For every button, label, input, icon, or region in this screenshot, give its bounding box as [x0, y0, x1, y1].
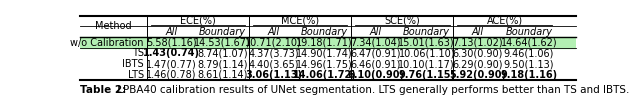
- Text: 8.61(1.14): 8.61(1.14): [197, 70, 248, 80]
- Text: 6.29(0.90): 6.29(0.90): [452, 59, 503, 69]
- Text: 14.06(1.72): 14.06(1.72): [292, 70, 356, 80]
- Text: ACE(%): ACE(%): [486, 16, 523, 26]
- Text: 5.58(1.16): 5.58(1.16): [146, 37, 196, 48]
- Text: All: All: [369, 27, 381, 37]
- Text: All: All: [165, 27, 177, 37]
- Text: 14.64(1.62): 14.64(1.62): [500, 37, 557, 48]
- Text: 10.71(2.10): 10.71(2.10): [245, 37, 302, 48]
- Text: LPBA40 calibration results of UNet segmentation. LTS generally performs better t: LPBA40 calibration results of UNet segme…: [114, 85, 629, 95]
- Text: TS: TS: [132, 48, 144, 58]
- Text: 4.40(3.65): 4.40(3.65): [248, 59, 299, 69]
- Text: 14.90(1.74): 14.90(1.74): [296, 48, 353, 58]
- Text: 6.30(0.90): 6.30(0.90): [452, 48, 503, 58]
- Text: 7.13(1.02): 7.13(1.02): [452, 37, 503, 48]
- Text: 9.50(1.13): 9.50(1.13): [504, 59, 554, 69]
- Text: 9.18(1.16): 9.18(1.16): [500, 70, 557, 80]
- Text: LTS: LTS: [128, 70, 144, 80]
- Bar: [80, 37, 576, 48]
- Text: 10.10(1.17): 10.10(1.17): [398, 59, 455, 69]
- Text: 19.18(1.71): 19.18(1.71): [296, 37, 353, 48]
- Text: IBTS: IBTS: [122, 59, 144, 69]
- Text: 9.76(1.15): 9.76(1.15): [398, 70, 455, 80]
- Text: 7.34(1.04): 7.34(1.04): [350, 37, 401, 48]
- Text: 5.92(0.90): 5.92(0.90): [449, 70, 506, 80]
- Text: SCE(%): SCE(%): [385, 16, 420, 26]
- Text: 15.01(1.63): 15.01(1.63): [398, 37, 455, 48]
- Text: Table 2:: Table 2:: [80, 85, 126, 95]
- Text: 14.96(1.75): 14.96(1.75): [296, 59, 353, 69]
- Text: 10.06(1.10): 10.06(1.10): [399, 48, 455, 58]
- Text: Method: Method: [95, 21, 132, 31]
- Text: 6.47(0.91): 6.47(0.91): [350, 48, 401, 58]
- Text: w/o Calibration: w/o Calibration: [70, 37, 144, 48]
- Text: All: All: [268, 27, 280, 37]
- Text: 1.46(0.78): 1.46(0.78): [146, 70, 196, 80]
- Text: 1.47(0.77): 1.47(0.77): [146, 59, 196, 69]
- Text: Boundary: Boundary: [199, 27, 246, 37]
- Text: 8.74(1.07): 8.74(1.07): [197, 48, 248, 58]
- Text: All: All: [472, 27, 484, 37]
- Text: 3.06(1.13): 3.06(1.13): [245, 70, 302, 80]
- Text: 8.79(1.14): 8.79(1.14): [197, 59, 248, 69]
- Text: 9.46(1.06): 9.46(1.06): [504, 48, 554, 58]
- Text: 4.37(3.73): 4.37(3.73): [248, 48, 299, 58]
- Text: Boundary: Boundary: [403, 27, 450, 37]
- Text: 6.46(0.91): 6.46(0.91): [351, 59, 401, 69]
- Text: Boundary: Boundary: [301, 27, 348, 37]
- Text: Boundary: Boundary: [506, 27, 552, 37]
- Text: 14.53(1.67): 14.53(1.67): [194, 37, 251, 48]
- Text: 1.43(0.74): 1.43(0.74): [143, 48, 200, 58]
- Text: 6.10(0.90): 6.10(0.90): [347, 70, 404, 80]
- Text: MCE(%): MCE(%): [281, 16, 319, 26]
- Text: ECE(%): ECE(%): [180, 16, 216, 26]
